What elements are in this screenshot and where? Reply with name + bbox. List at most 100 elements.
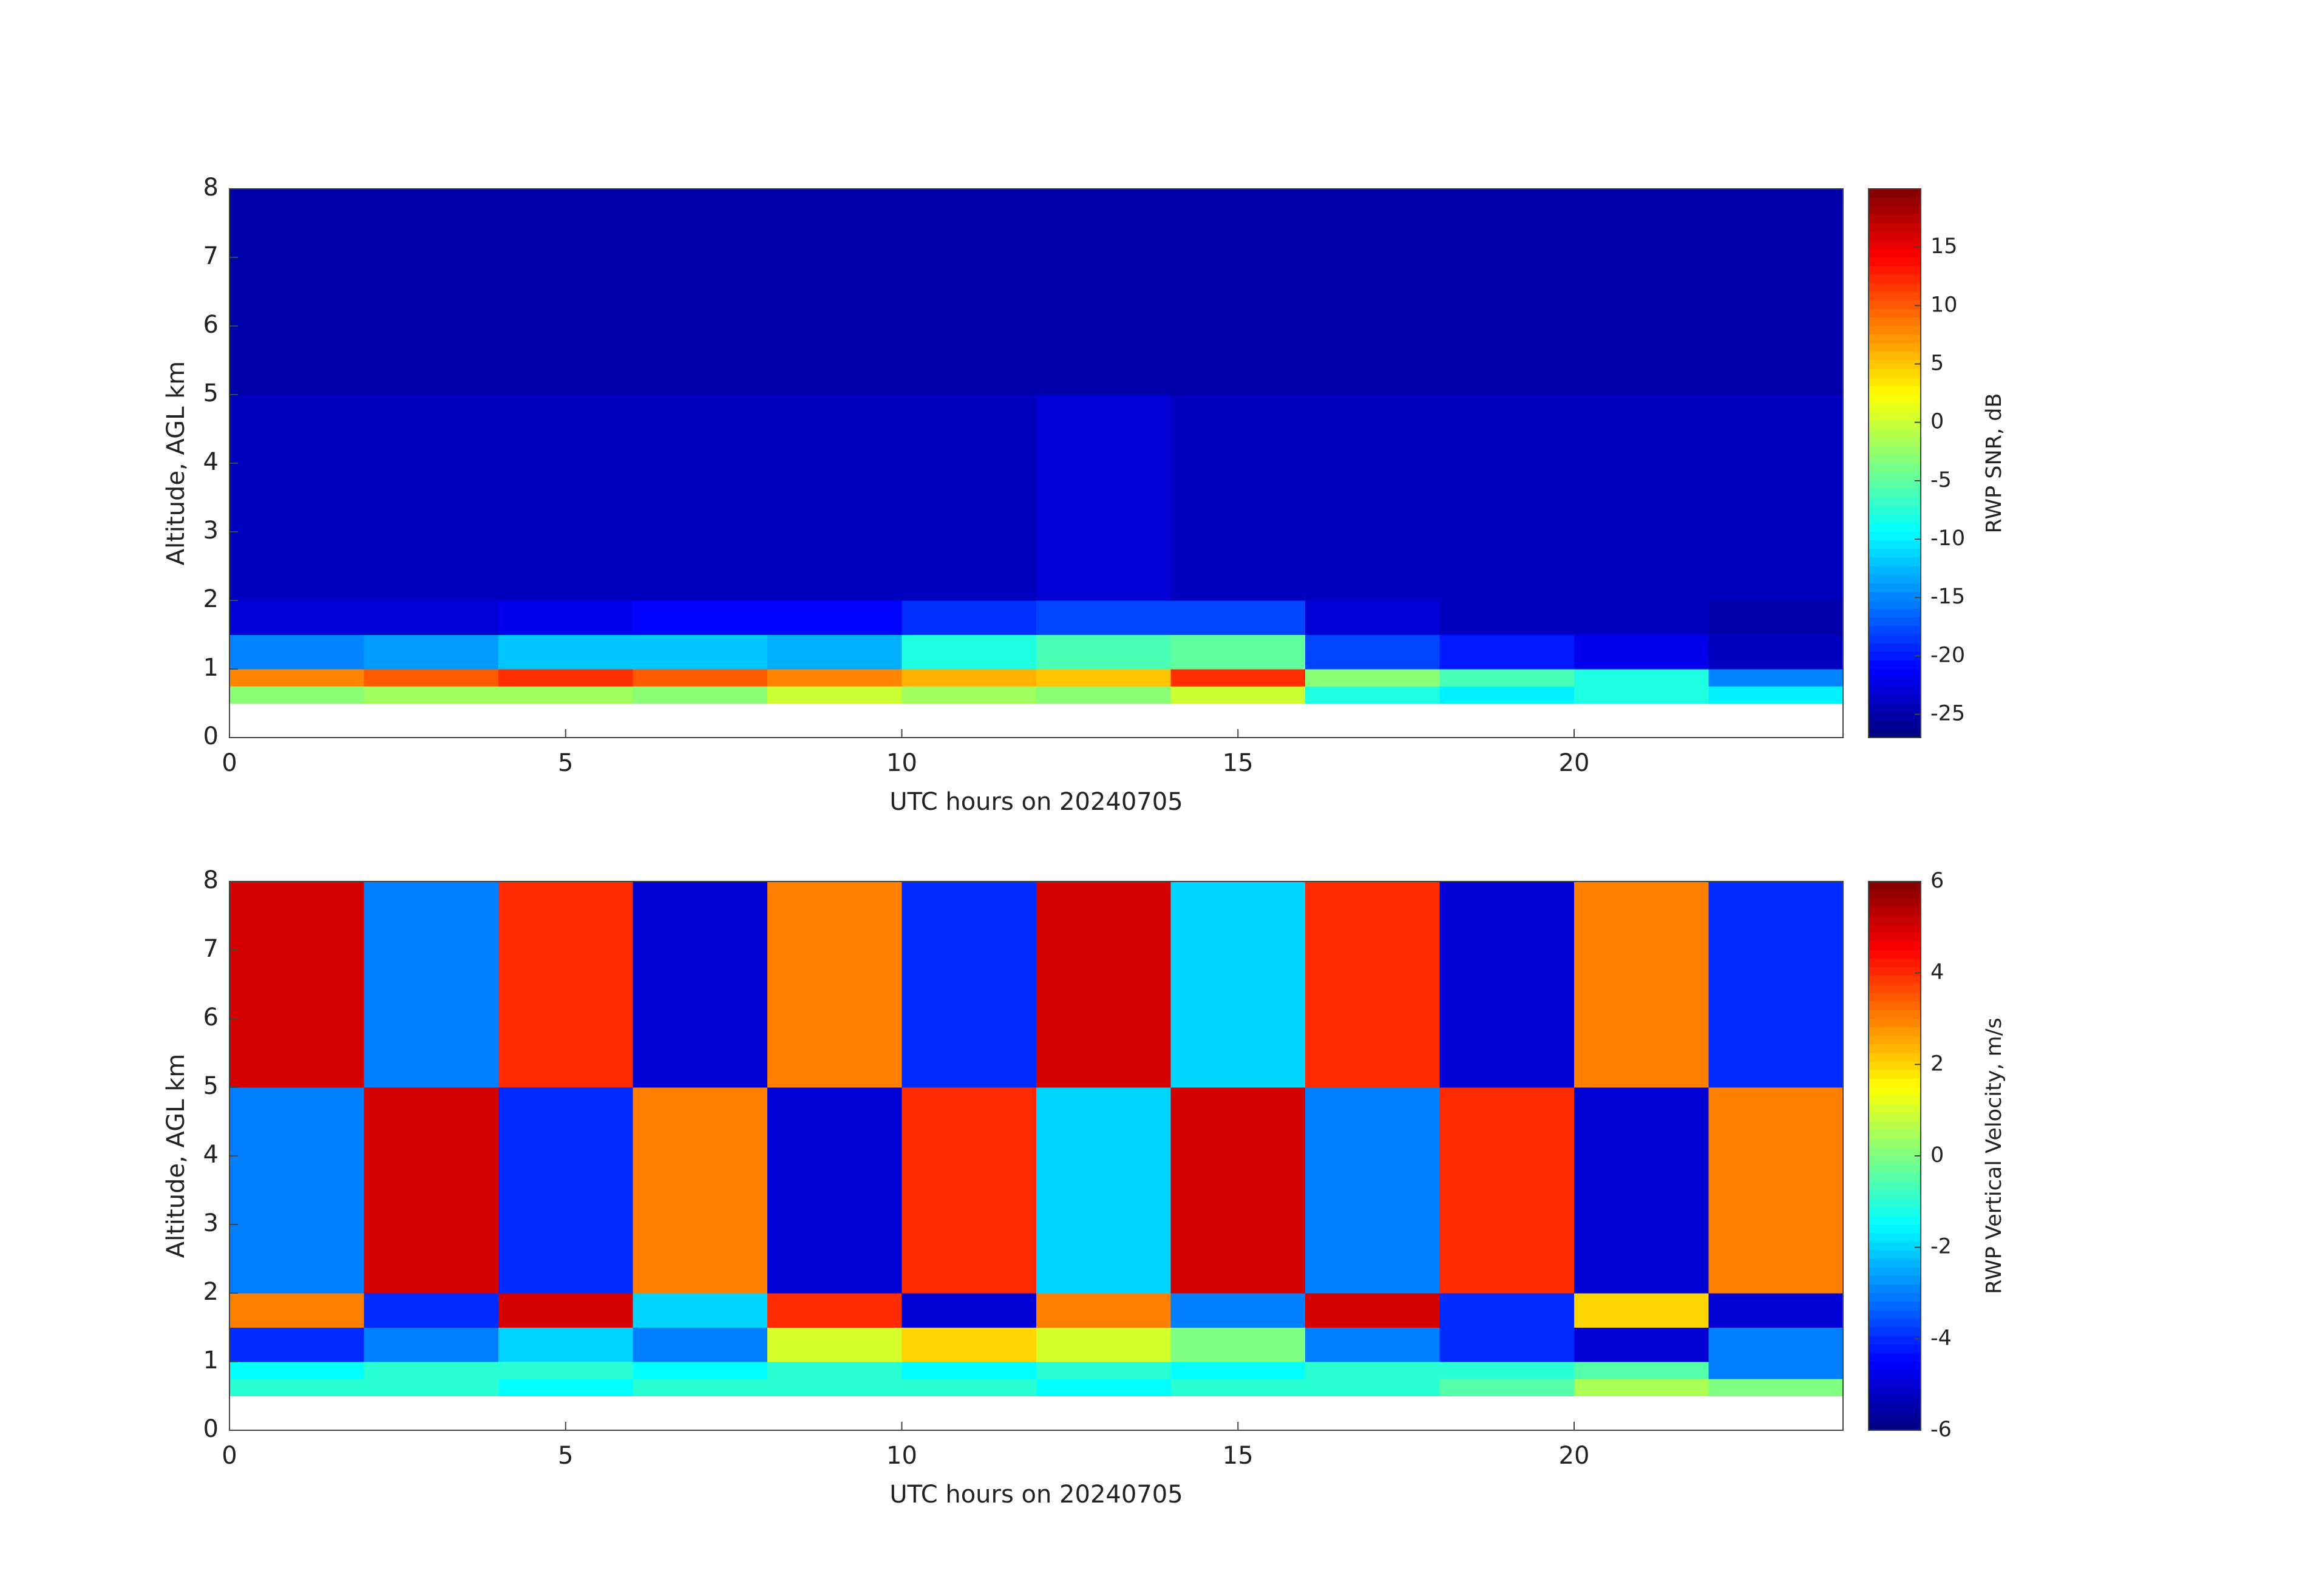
heat-cell (229, 1293, 364, 1328)
heat-cell (498, 189, 633, 395)
colorbar-step (1869, 1404, 1921, 1414)
y-tick-label: 2 (203, 1278, 219, 1306)
heat-cell (498, 395, 633, 601)
colorbar-step (1869, 368, 1921, 378)
heat-cell (1708, 1379, 1844, 1396)
colorbar-step (1869, 907, 1921, 917)
y-tick-label: 3 (203, 517, 219, 545)
colorbar-step (1869, 728, 1921, 738)
colorbar-step (1869, 1421, 1921, 1431)
heat-cell (633, 1379, 768, 1396)
colorbar-step (1869, 1078, 1921, 1088)
colorbar-step (1869, 1233, 1921, 1243)
heat-cell (767, 634, 902, 670)
colorbar-step (1869, 993, 1921, 1002)
heat-cell (1574, 395, 1709, 601)
heat-cell (229, 686, 364, 704)
heat-cell (633, 686, 768, 704)
heat-cell (1574, 1379, 1709, 1396)
colorbar-tick-label: 15 (1930, 234, 1958, 259)
heat-cell (364, 669, 499, 687)
colorbar-step (1869, 1130, 1921, 1139)
x-tick-label: 15 (1223, 749, 1254, 777)
heat-cell (633, 189, 768, 395)
heat-cell (1170, 189, 1306, 395)
heat-cell (498, 669, 633, 687)
colorbar-step (1869, 343, 1921, 353)
colorbar-step (1869, 420, 1921, 430)
heat-cell (1574, 881, 1709, 1088)
colorbar-step (1869, 1302, 1921, 1311)
y-tick-label: 8 (203, 174, 219, 202)
colorbar-step (1869, 1344, 1921, 1354)
heat-cell (1170, 395, 1306, 601)
y-tick-label: 7 (203, 935, 219, 963)
colorbar-step (1869, 626, 1921, 636)
x-tick-label: 10 (886, 749, 917, 777)
heat-cell (1574, 686, 1709, 704)
colorbar-step (1869, 454, 1921, 464)
colorbar-step (1869, 523, 1921, 532)
colorbar-step (1869, 1241, 1921, 1251)
heat-cell (901, 634, 1037, 670)
colorbar-step (1869, 1310, 1921, 1320)
colorbar-step (1869, 711, 1921, 721)
heat-cell (1708, 1362, 1844, 1379)
colorbar-step (1869, 360, 1921, 370)
heat-cell (1170, 1293, 1306, 1328)
heat-cell (364, 1362, 499, 1379)
colorbar-step (1869, 720, 1921, 730)
colorbar-step (1869, 566, 1921, 576)
heat-cell (901, 1362, 1037, 1379)
colorbar-step (1869, 197, 1921, 207)
heat-cell (1439, 669, 1575, 687)
colorbar-step (1869, 506, 1921, 515)
colorbar-step (1869, 1250, 1921, 1260)
colorbar-step (1869, 591, 1921, 601)
y-tick-label: 7 (203, 242, 219, 270)
colorbar-tick-label: 2 (1930, 1051, 1944, 1076)
heat-cell (767, 686, 902, 704)
y-tick-label: 0 (203, 722, 219, 750)
heat-cell (364, 189, 499, 395)
colorbar-step (1869, 574, 1921, 584)
colorbar-tick-label: -6 (1930, 1418, 1952, 1442)
colorbar-tick-label: -25 (1930, 702, 1965, 726)
colorbar-tick-label: -20 (1930, 643, 1965, 667)
colorbar-step (1869, 881, 1921, 891)
x-tick-label: 10 (886, 1442, 917, 1470)
heat-cell (498, 1293, 633, 1328)
colorbar-step (1869, 206, 1921, 216)
heat-cell (1708, 686, 1844, 704)
colorbar-step (1869, 617, 1921, 627)
heat-cell (1708, 600, 1844, 635)
heat-cell (633, 1087, 768, 1294)
x-tick-label: 5 (558, 1442, 573, 1470)
colorbar-step (1869, 557, 1921, 567)
colorbar-step (1869, 412, 1921, 421)
colorbar-step (1869, 967, 1921, 977)
colorbar-step (1869, 532, 1921, 542)
heat-cell (1305, 189, 1440, 395)
heat-cell (1439, 686, 1575, 704)
heat-cell (901, 881, 1037, 1088)
heat-cell (1708, 881, 1844, 1088)
heat-cell (1574, 669, 1709, 687)
colorbar-step (1869, 600, 1921, 610)
heat-cell (1574, 600, 1709, 635)
heat-cell (1170, 1327, 1306, 1362)
colorbar-step (1869, 231, 1921, 241)
heat-cell (1036, 1087, 1171, 1294)
colorbar-step (1869, 898, 1921, 908)
y-tick-label: 6 (203, 311, 219, 339)
heat-cell (229, 1087, 364, 1294)
heat-cell (1708, 1327, 1844, 1362)
heat-cell (498, 1362, 633, 1379)
colorbar-step (1869, 694, 1921, 704)
colorbar-step (1869, 223, 1921, 233)
heat-cell (1305, 1327, 1440, 1362)
heat-cell (767, 881, 902, 1088)
colorbar-step (1869, 1181, 1921, 1191)
heat-cell (498, 686, 633, 704)
heat-cell (364, 686, 499, 704)
